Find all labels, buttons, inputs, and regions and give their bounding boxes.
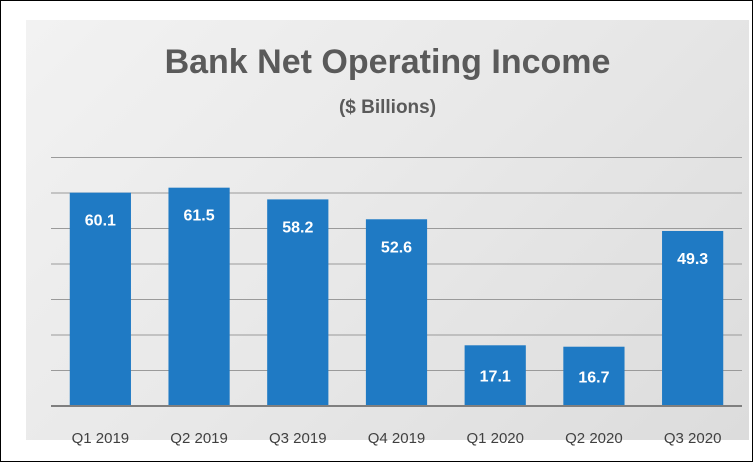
bar-value-label: 17.1 bbox=[480, 369, 511, 386]
bar bbox=[365, 219, 428, 406]
x-tick-label: Q4 2019 bbox=[368, 430, 426, 447]
chart-title: Bank Net Operating Income bbox=[164, 43, 611, 81]
x-tick-label: Q3 2019 bbox=[269, 430, 327, 447]
x-tick-labels: Q1 2019 Q2 2019 Q3 2019 Q4 2019 Q1 2020 Q2 20… bbox=[72, 430, 722, 447]
bars bbox=[69, 187, 724, 406]
bar-value-label: 60.1 bbox=[85, 213, 116, 230]
bar-labels: 60.1 61.5 58.2 52.6 17.1 16.7 49.3 bbox=[85, 208, 709, 387]
bar bbox=[69, 192, 131, 406]
bar-value-label: 61.5 bbox=[184, 208, 215, 225]
bar-value-label: 58.2 bbox=[282, 219, 313, 236]
bar bbox=[168, 187, 230, 406]
bar bbox=[563, 346, 625, 406]
x-tick-label: Q1 2019 bbox=[72, 430, 130, 447]
bar-value-label: 16.7 bbox=[578, 369, 609, 386]
x-tick-label: Q2 2019 bbox=[170, 430, 228, 447]
x-tick-label: Q2 2020 bbox=[565, 430, 623, 447]
bar bbox=[267, 199, 329, 406]
bar bbox=[464, 345, 526, 406]
bar-value-label: 52.6 bbox=[381, 239, 412, 256]
chart-subtitle: ($ Billions) bbox=[338, 97, 437, 118]
bar bbox=[662, 230, 724, 406]
x-tick-label: Q1 2020 bbox=[466, 430, 524, 447]
bar-value-label: 49.3 bbox=[677, 251, 708, 268]
x-tick-label: Q3 2020 bbox=[664, 430, 722, 447]
